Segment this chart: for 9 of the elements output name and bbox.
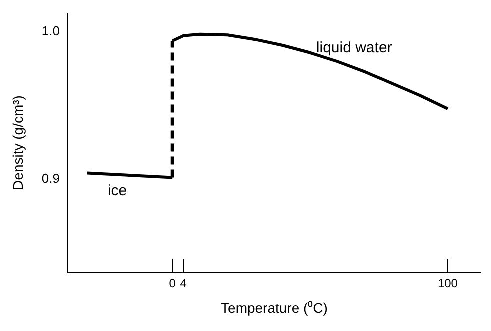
x-axis-title: Temperature (⁰C) [221,300,328,316]
annotation: ice [108,182,128,200]
y-axis-title: Density (g/cm³) [10,96,26,190]
x-tick-label: 4 [180,276,188,291]
y-tick-label: 0.9 [42,171,60,186]
x-tick-label: 100 [438,276,458,291]
y-tick-label: 1.0 [42,23,60,38]
annotation: liquid water [316,39,392,56]
x-tick-label: 0 [169,276,176,291]
